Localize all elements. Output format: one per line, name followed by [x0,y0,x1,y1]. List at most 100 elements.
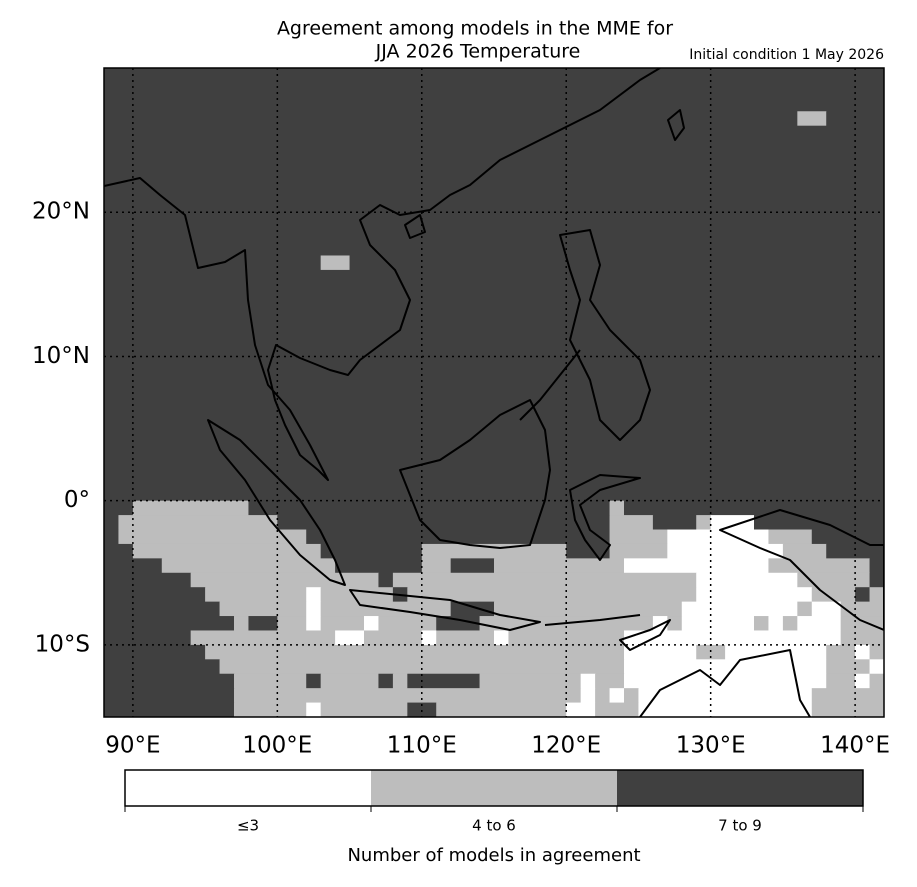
coastlines [104,68,884,717]
cell-run [797,111,827,127]
colorbar-label: 4 to 6 [472,817,516,835]
colorbar-label: 7 to 9 [718,817,762,835]
cell-run [234,688,582,704]
cell-run [696,572,798,588]
cell-run [710,515,755,531]
cell-run [277,616,307,631]
cell-run [104,168,884,184]
cell-run [840,616,884,631]
cell-run [869,644,884,660]
cell-run [320,702,408,717]
colorbar-label: ≤3 [237,817,259,835]
cell-run [104,630,192,646]
cell-run [638,688,813,704]
cell-run [104,558,163,574]
coast [639,649,811,717]
cell-run [104,457,884,473]
cell-run [826,644,856,660]
colorbar-swatch [125,770,371,806]
cell-run [595,688,611,704]
cell-run [104,284,884,300]
cell-run [335,630,365,646]
cell-run [104,673,235,689]
cell-run [104,313,884,329]
cell-run [696,515,712,531]
cell-run [104,111,798,127]
title-line: Agreement among models in the MME for [277,18,673,40]
cell-run [320,255,351,271]
colorbar-swatch [617,770,863,806]
cell-run [421,543,567,559]
cell-run [132,500,249,516]
cell-run [234,616,249,631]
cell-run [782,543,827,559]
cell-run [609,543,668,559]
x-tick-label: 100°E [242,733,312,759]
coast [207,419,346,586]
cell-run [421,630,437,646]
cell-run [104,543,134,559]
cell-run [234,702,307,717]
cell-run [161,558,336,574]
cell-run [855,673,871,689]
subtitle: Initial condition 1 May 2026 [689,47,884,63]
coast [519,349,581,421]
cell-run [595,673,625,689]
cell-run [104,241,884,256]
coast [404,214,426,239]
cell-run [609,515,654,531]
y-tick-label: 10°S [35,631,90,657]
cell-run [132,543,322,559]
cell-run [407,587,697,603]
cell-run [320,587,394,603]
cell-run [826,673,856,689]
cell-run [855,644,871,660]
cell-run [205,644,625,660]
frame [103,67,885,718]
cell-run [797,572,871,588]
cell-run [450,601,495,617]
cell-run [624,688,639,704]
cell-run [306,616,322,631]
cell-run [320,616,365,631]
cell-run [190,572,379,588]
cell-run [595,702,639,717]
cell-run [104,298,884,314]
x-tick-label: 110°E [387,733,457,759]
cell-run [104,515,119,531]
coast [559,229,651,441]
cell-run [566,543,611,559]
cell-run [667,529,769,545]
cell-run [869,558,884,574]
cell-run [104,140,884,156]
cell-run [378,616,437,631]
cell-run [609,500,625,516]
cell-run [681,616,755,631]
cell-run [797,601,813,617]
cell-run [768,558,871,574]
cell-run [855,587,871,603]
cell-run [104,82,884,98]
cell-run [364,630,423,646]
cell-run [306,601,322,617]
cell-run [104,587,206,603]
cell-run [580,688,596,704]
cell-run [508,630,625,646]
cell-run [118,529,307,545]
cell-run [826,543,884,559]
cell-run [436,702,567,717]
cell-run [392,673,408,689]
cell-run [104,659,221,675]
cell-run [104,702,235,717]
cell-run [696,644,726,660]
title-line: JJA 2026 Temperature [375,41,581,63]
cell-run [104,385,884,401]
cell-run [104,342,884,357]
cell-run [407,673,481,689]
colorbar-frame [124,769,864,807]
cell-run [624,644,697,660]
cell-run [104,183,884,199]
cell-run [811,601,842,617]
